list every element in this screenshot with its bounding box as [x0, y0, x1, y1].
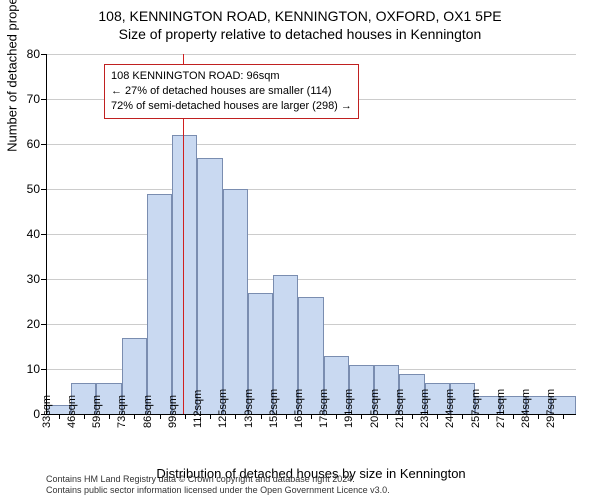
info-box-line: 72% of semi-detached houses are larger (…: [111, 99, 352, 114]
x-tick-label: 152sqm: [268, 389, 280, 428]
x-tick-label: 178sqm: [318, 389, 330, 428]
x-tick-label: 244sqm: [444, 389, 456, 428]
grid-line: [46, 144, 576, 145]
x-tick-label: 125sqm: [217, 389, 229, 428]
x-tick-label: 112sqm: [192, 390, 204, 428]
histogram-bar: [172, 135, 197, 414]
grid-line: [46, 54, 576, 55]
chart-container: 108, KENNINGTON ROAD, KENNINGTON, OXFORD…: [0, 0, 600, 500]
grid-line: [46, 279, 576, 280]
grid-line: [46, 189, 576, 190]
x-tick-label: 73sqm: [116, 395, 128, 428]
histogram-bar: [197, 158, 222, 415]
y-axis-line: [46, 54, 47, 414]
x-tick-label: 46sqm: [66, 395, 78, 428]
footer-attribution: Contains HM Land Registry data © Crown c…: [46, 474, 390, 497]
y-tick-label: 80: [10, 47, 40, 61]
y-tick-label: 10: [10, 362, 40, 376]
x-tick-label: 59sqm: [91, 395, 103, 428]
x-tick-label: 86sqm: [142, 395, 154, 428]
x-tick-label: 297sqm: [545, 389, 557, 428]
y-tick-label: 50: [10, 182, 40, 196]
y-tick-label: 70: [10, 92, 40, 106]
y-tick-label: 30: [10, 272, 40, 286]
grid-line: [46, 234, 576, 235]
y-tick-label: 0: [10, 407, 40, 421]
y-tick-label: 20: [10, 317, 40, 331]
x-tick-label: 205sqm: [369, 389, 381, 428]
x-tick-label: 271sqm: [495, 389, 507, 428]
histogram-bar: [223, 189, 248, 414]
x-tick-label: 257sqm: [470, 389, 482, 428]
title-block: 108, KENNINGTON ROAD, KENNINGTON, OXFORD…: [0, 0, 600, 42]
y-axis-label: Number of detached properties: [5, 0, 20, 152]
info-box-line: ← 27% of detached houses are smaller (11…: [111, 84, 352, 99]
x-axis-line: [46, 414, 576, 415]
x-tick-label: 231sqm: [419, 389, 431, 428]
x-tick-label: 218sqm: [394, 389, 406, 428]
x-tick-label: 165sqm: [293, 389, 305, 428]
y-tick-label: 60: [10, 137, 40, 151]
x-tick-label: 139sqm: [243, 389, 255, 428]
plot-area: Number of detached properties Distributi…: [46, 54, 576, 414]
footer-line2: Contains public sector information licen…: [46, 485, 390, 496]
footer-line1: Contains HM Land Registry data © Crown c…: [46, 474, 390, 485]
x-tick-label: 99sqm: [167, 395, 179, 428]
title-address: 108, KENNINGTON ROAD, KENNINGTON, OXFORD…: [0, 8, 600, 24]
x-tick-label: 284sqm: [520, 389, 532, 428]
property-info-box: 108 KENNINGTON ROAD: 96sqm← 27% of detac…: [104, 64, 359, 119]
histogram-bar: [147, 194, 172, 415]
x-tick-label: 191sqm: [343, 389, 355, 428]
info-box-line: 108 KENNINGTON ROAD: 96sqm: [111, 69, 352, 84]
y-tick-label: 40: [10, 227, 40, 241]
title-subtitle: Size of property relative to detached ho…: [0, 26, 600, 42]
